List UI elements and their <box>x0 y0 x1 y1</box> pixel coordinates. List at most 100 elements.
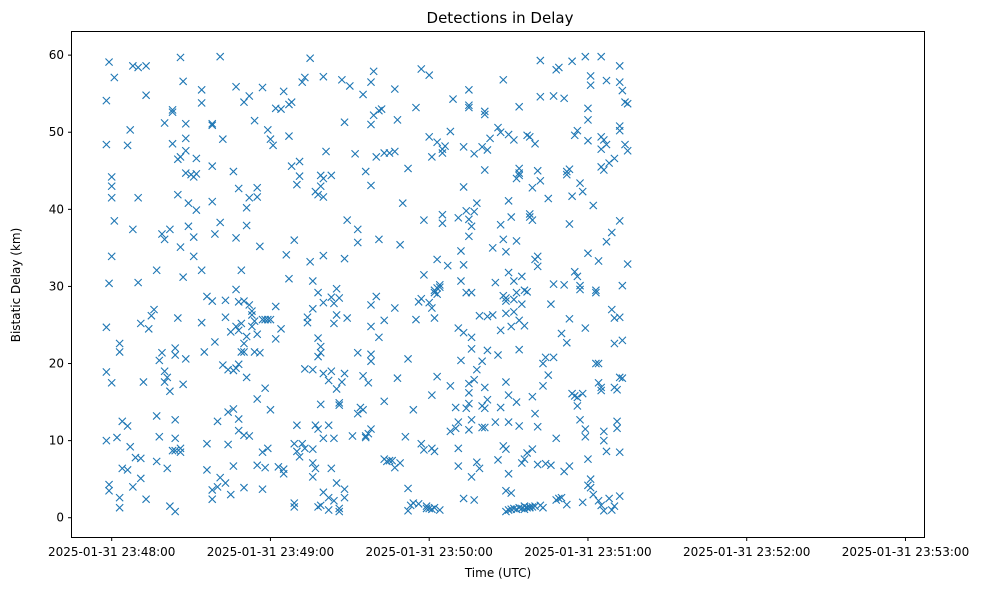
data-point <box>123 465 132 474</box>
data-point-stroke <box>314 334 323 343</box>
data-point-stroke <box>308 365 317 374</box>
data-point <box>494 455 502 464</box>
data-point-stroke <box>208 162 217 171</box>
data-point <box>602 237 611 246</box>
data-point <box>427 304 436 313</box>
data-point-stroke <box>504 130 513 139</box>
data-point <box>255 348 264 357</box>
markers-layer <box>102 52 632 516</box>
data-point-stroke <box>536 92 545 101</box>
data-point-stroke <box>536 56 545 65</box>
data-point <box>613 385 622 394</box>
data-point <box>136 474 145 483</box>
data-point-stroke <box>560 280 569 289</box>
data-point <box>292 447 301 456</box>
data-point-stroke <box>419 216 428 225</box>
data-point-stroke <box>160 118 169 127</box>
data-point <box>351 149 360 158</box>
data-point-stroke <box>165 502 174 511</box>
data-point-stroke <box>615 373 624 382</box>
data-point-stroke <box>102 436 111 445</box>
data-point <box>483 346 492 355</box>
data-point <box>446 381 455 390</box>
data-point <box>221 479 230 488</box>
data-point <box>618 86 627 95</box>
data-point-stroke <box>173 190 182 199</box>
data-point <box>544 194 553 203</box>
data-point-stroke <box>472 199 481 208</box>
x-tick-label: 2025-01-31 23:49:00 <box>207 545 334 559</box>
data-point <box>292 180 301 189</box>
data-point-stroke <box>359 405 368 414</box>
data-point <box>419 216 428 225</box>
data-point-stroke <box>208 297 217 306</box>
data-point-stroke <box>261 463 270 472</box>
data-point-stroke <box>538 359 547 368</box>
data-point <box>615 492 624 501</box>
data-point <box>213 482 222 491</box>
data-point <box>332 284 341 293</box>
data-point-stroke <box>107 252 116 261</box>
data-point-stroke <box>237 347 246 356</box>
data-point <box>464 215 473 224</box>
data-point-stroke <box>152 411 161 420</box>
data-point <box>171 351 180 360</box>
data-point <box>319 298 328 307</box>
data-point <box>118 464 127 473</box>
data-point <box>306 54 315 63</box>
data-point <box>380 316 389 325</box>
data-point <box>491 278 500 287</box>
data-point-stroke <box>470 496 479 504</box>
data-point <box>128 482 137 491</box>
data-point <box>557 329 566 338</box>
data-point-stroke <box>123 421 132 430</box>
data-point-stroke <box>385 149 394 158</box>
data-point <box>602 447 611 456</box>
data-point <box>171 434 180 443</box>
data-point-stroke <box>507 213 516 222</box>
data-point-stroke <box>491 278 500 287</box>
data-point-stroke <box>324 506 333 515</box>
data-point-stroke <box>210 337 219 346</box>
data-point <box>576 179 585 188</box>
y-tick-label: 50 <box>49 125 64 139</box>
data-point-stroke <box>345 81 354 90</box>
data-point-stroke <box>107 193 116 202</box>
data-point <box>467 288 476 297</box>
data-point <box>314 334 323 343</box>
data-point <box>287 162 296 171</box>
data-point <box>467 333 476 342</box>
data-point <box>565 314 574 323</box>
data-point-stroke <box>361 167 370 176</box>
data-point-stroke <box>504 196 513 205</box>
data-point <box>168 108 177 117</box>
data-point-stroke <box>367 120 375 129</box>
data-point <box>258 485 267 494</box>
data-point <box>234 184 243 193</box>
data-point <box>208 197 217 206</box>
data-point-stroke <box>549 92 558 100</box>
data-point-stroke <box>359 371 368 380</box>
data-point-stroke <box>242 221 251 230</box>
data-point-stroke <box>316 348 325 357</box>
data-point <box>501 309 510 318</box>
data-point-stroke <box>494 351 502 360</box>
data-point-stroke <box>319 369 328 378</box>
data-point <box>486 134 495 143</box>
data-point <box>507 489 516 498</box>
data-point-stroke <box>504 391 513 400</box>
data-point-stroke <box>234 360 243 369</box>
data-point <box>332 310 341 319</box>
data-point <box>173 314 182 323</box>
data-point-stroke <box>229 462 238 471</box>
data-point-stroke <box>538 381 547 390</box>
data-point-stroke <box>353 348 362 357</box>
data-point-stroke <box>449 95 458 104</box>
data-point <box>335 398 344 407</box>
data-point <box>433 372 442 381</box>
data-point <box>607 506 616 515</box>
data-point-stroke <box>520 455 529 464</box>
data-point-stroke <box>232 285 241 294</box>
data-point-stroke <box>337 75 346 84</box>
data-point <box>496 326 505 335</box>
